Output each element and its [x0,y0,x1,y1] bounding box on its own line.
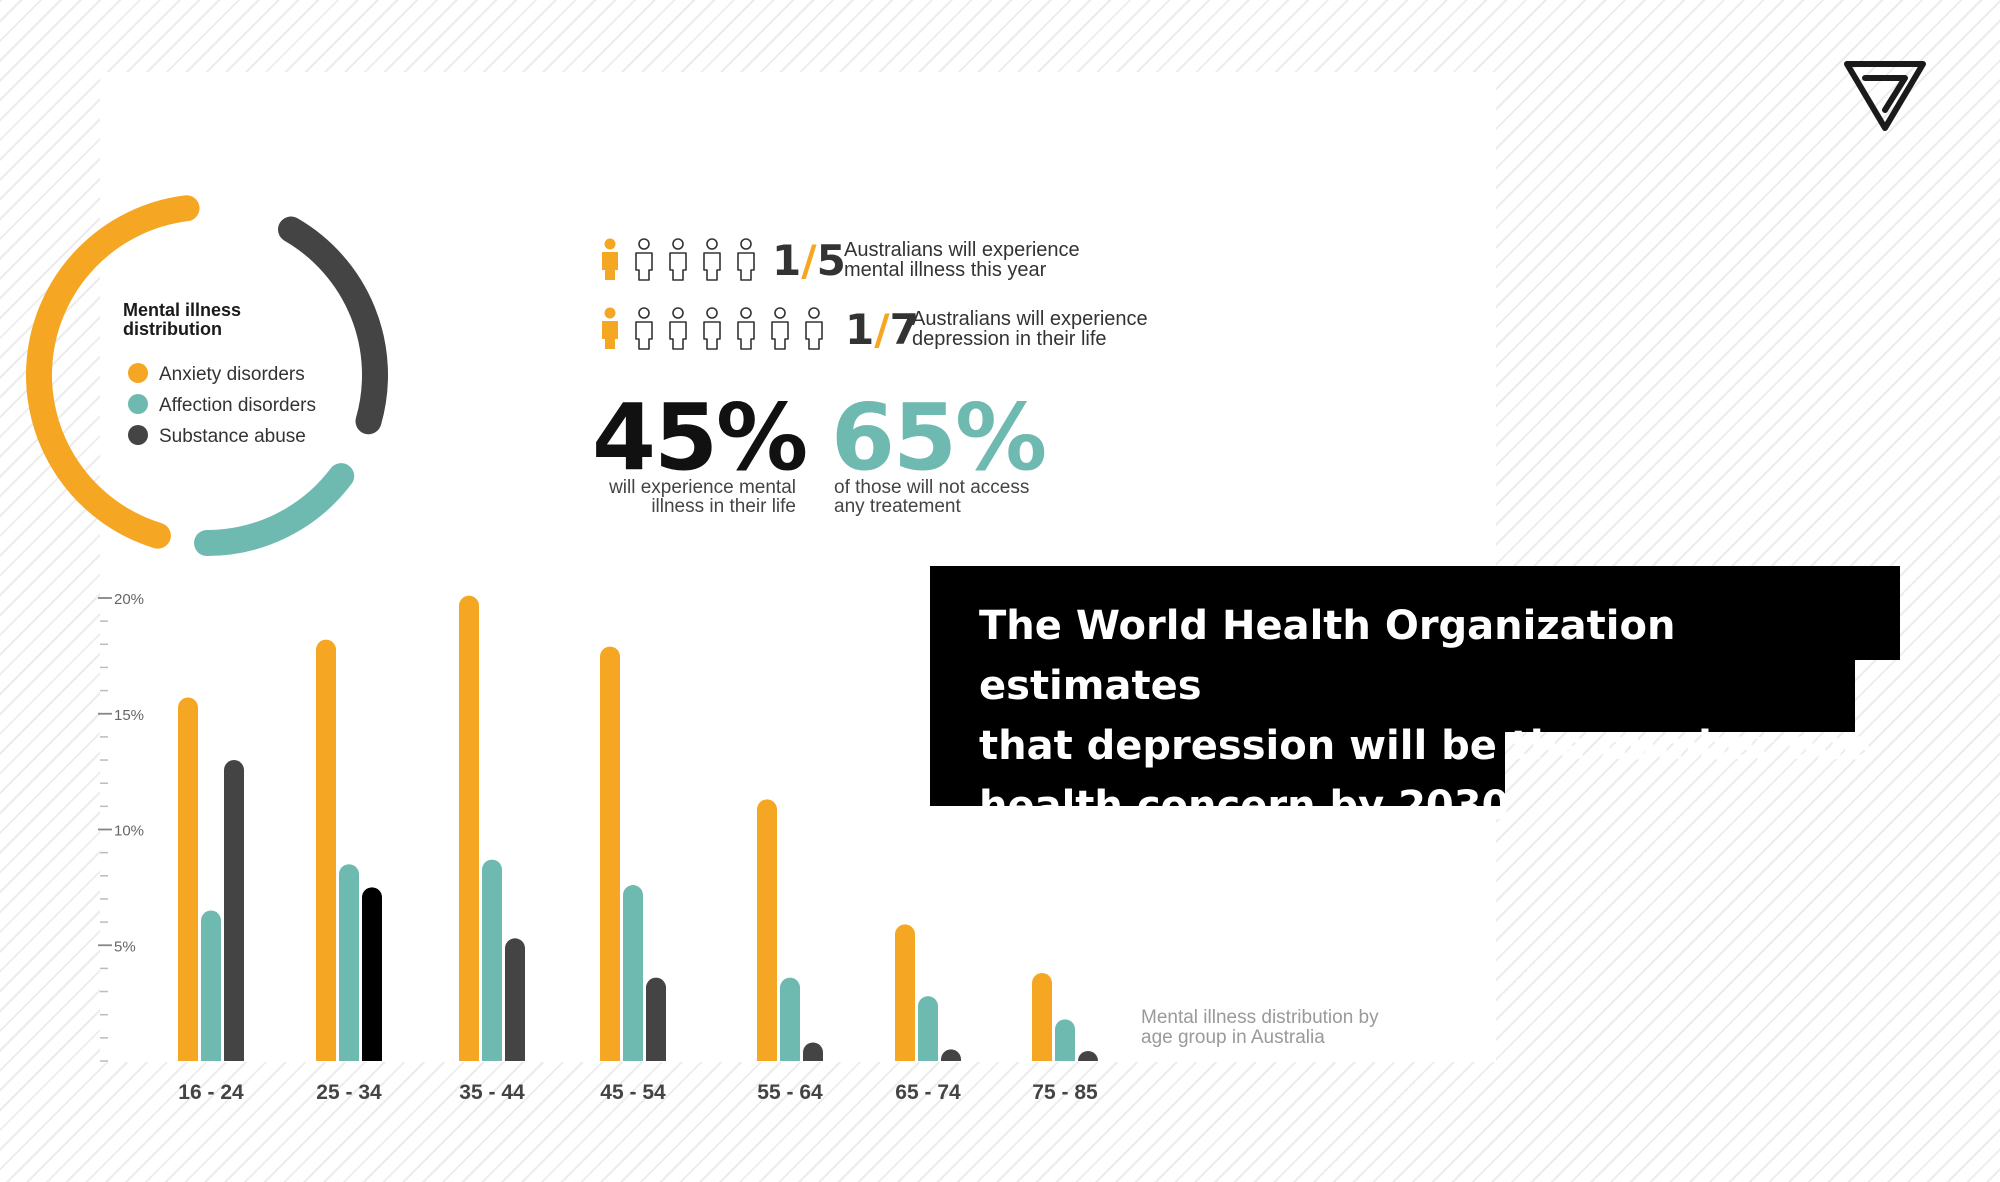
bar-anxiety [1032,973,1052,1061]
bar-substance [1078,1051,1098,1061]
quote-line-2: that depression will be the number one [979,723,1871,769]
bar-anxiety [600,646,620,1061]
logo-icon [1844,61,1926,131]
bar-anxiety [316,639,336,1061]
row2-person-icon-2 [635,307,653,350]
stat-1-line2: mental illness this year [844,259,1047,281]
bar-chart: 20% 15% 10% 5% 16 - 24 25 - 34 35 - 44 45 - 54… [98,591,1098,1104]
pct-45-caption: will experience mental illness in their … [560,478,796,516]
chart-caption-line1: Mental illness distribution by [1141,1007,1379,1028]
y-tick-label: 10% [114,823,144,840]
stat-2-line2: depression in their life [912,328,1107,350]
stat-1-text: Australians will experience mental illne… [844,240,1080,280]
bar-affection [918,996,938,1061]
legend-dot-anxiety [128,363,148,383]
donut-arc-affection [194,463,355,556]
pct-45-line1: will experience mental [609,477,796,498]
pct-65-line1: of those will not access [834,477,1030,498]
legend-label-substance: Substance abuse [159,426,306,447]
stat-2-text: Australians will experience depression i… [912,309,1148,349]
bar-affection [339,864,359,1061]
chart-caption-line2: age group in Australia [1141,1027,1325,1048]
bar-affection [201,910,221,1061]
x-tick-label: 75 - 85 [1032,1081,1098,1104]
bar-anxiety [459,595,479,1061]
donut-chart: Mental illness distribution Anxiety diso… [26,195,388,556]
bar-substance [941,1049,961,1061]
bar-affection [623,885,643,1061]
ratio-1-slash: / [801,236,817,285]
pct-65-caption: of those will not access any treatement [834,478,1094,516]
ratio-1-den: 5 [816,236,846,285]
quote-line-1: The World Health Organization estimates [979,603,1676,709]
row2-person-icon-4 [703,307,721,350]
row1-person-icon-4 [703,238,721,281]
ratio-2-den: 7 [889,305,919,354]
y-tick-label: 5% [114,938,136,955]
row2-person-icon-7 [805,307,823,350]
row1-person-icon-3 [669,238,687,281]
bar-substance [646,977,666,1061]
quote-box [930,566,1900,806]
ratio-1: 1/5 [772,240,846,282]
y-tick-label: 15% [114,707,144,724]
bar-anxiety [178,697,199,1061]
donut-title-2: distribution [123,319,222,339]
x-tick-label: 45 - 54 [600,1081,666,1104]
row2-person-icon-3 [669,307,687,350]
y-tick-label: 20% [114,591,144,608]
row1-person-icon-1 [602,238,618,280]
bar-anxiety [895,924,915,1061]
pct-45-line2: illness in their life [651,496,796,517]
x-tick-label: 65 - 74 [895,1081,961,1104]
ratio-2: 1/7 [845,309,919,351]
x-tick-label: 16 - 24 [178,1081,244,1104]
pct-65-line2: any treatement [834,496,961,517]
donut-title: Mental illness [123,300,241,320]
legend-dot-affection [128,394,148,414]
row1-person-icon-2 [635,238,653,281]
row2-person-icon-5 [737,307,755,350]
bar-substance [224,760,244,1061]
bar-affection [1055,1019,1075,1061]
stat-1-line1: Australians will experience [844,239,1080,261]
ratio-2-num: 1 [845,305,875,354]
donut-arc-anxiety [26,195,200,549]
x-tick-label: 35 - 44 [459,1081,525,1104]
quote-line-3: health concern by 2030 [979,783,1510,829]
row2-person-icon-1 [602,307,618,349]
bar-substance [362,887,382,1061]
bar-substance [803,1042,823,1061]
row1-person-icon-5 [737,238,755,281]
people-row-2 [602,307,823,350]
legend-label-anxiety: Anxiety disorders [159,364,305,385]
row2-person-icon-6 [771,307,789,350]
pct-65: 65% [831,384,1047,491]
donut-arc-substance [278,216,388,435]
people-row-1 [602,238,755,281]
bar-substance [505,938,525,1061]
ratio-1-num: 1 [772,236,802,285]
bar-affection [482,859,502,1061]
legend-label-affection: Affection disorders [159,395,316,416]
ratio-2-slash: / [874,305,890,354]
stat-2-line1: Australians will experience [912,308,1148,330]
legend-dot-substance [128,425,148,445]
quote-text: The World Health Organization estimates … [979,596,1879,836]
bar-affection [780,977,800,1061]
chart-caption: Mental illness distribution by age group… [1141,1008,1441,1048]
x-tick-label: 55 - 64 [757,1081,823,1104]
bar-anxiety [757,799,777,1061]
x-tick-label: 25 - 34 [316,1081,382,1104]
pct-45: 45% [592,384,808,491]
